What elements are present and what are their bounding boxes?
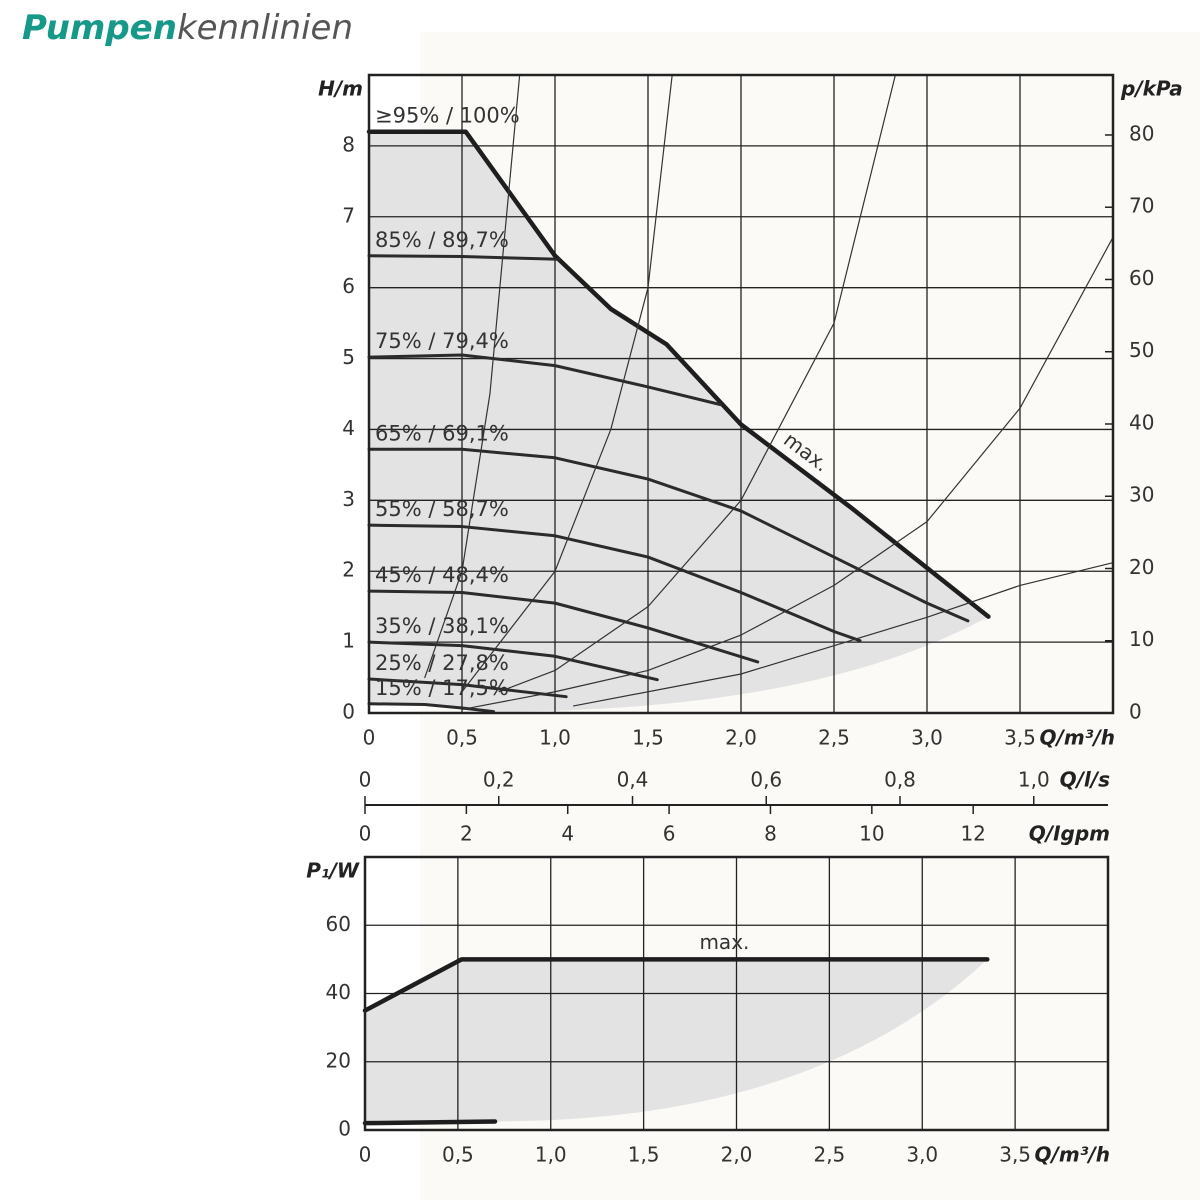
y2-tick-label: 30: [1129, 483, 1154, 507]
x-tick-label: 3,0: [911, 726, 943, 750]
curve: [367, 523, 862, 643]
y-tick-label: 8: [342, 132, 355, 156]
curve: [367, 254, 561, 261]
x-tick-label: 0,5: [446, 726, 478, 750]
secondary-tick-label: 2: [460, 822, 473, 846]
y-tick-label: 20: [326, 1048, 351, 1072]
y-axis-label: P₁/W: [306, 859, 360, 883]
y-tick-label: 5: [342, 345, 355, 369]
curve-label: 75% / 79,4%: [375, 329, 509, 353]
curve-label: 45% / 48,4%: [375, 563, 509, 587]
plot-frame: [363, 855, 1110, 1132]
secondary-tick-label: 4: [561, 822, 574, 846]
x-tick-label: 3,0: [906, 1143, 938, 1167]
page-title: Pumpenkennlinien: [22, 8, 353, 48]
y2-tick-label: 10: [1129, 627, 1154, 651]
y2-tick-label: 80: [1129, 121, 1154, 145]
curve: [573, 562, 1114, 707]
y-tick-label: 0: [342, 700, 355, 724]
x-tick-label: 2,0: [725, 726, 757, 750]
y2-tick-label: 0: [1129, 700, 1142, 724]
y-tick-label: 60: [326, 912, 351, 936]
y2-tick-label: 40: [1129, 410, 1154, 434]
curve-label: 55% / 58,7%: [375, 497, 509, 521]
y2-tick-label: 20: [1129, 555, 1154, 579]
y-tick-label: 4: [342, 416, 355, 440]
x-tick-label: 0: [359, 1143, 372, 1167]
secondary-axis-label: Q/l/s: [1060, 768, 1110, 792]
y-axis-label: H/m: [318, 77, 363, 101]
secondary-axis-label: Q/Igpm: [1029, 822, 1110, 846]
x-axis-label: Q/m³/h: [1040, 726, 1115, 750]
curve: [362, 957, 990, 1013]
y-tick-label: 0: [338, 1117, 351, 1141]
x-tick-label: 0,5: [442, 1143, 474, 1167]
x-axis-label: Q/m³/h: [1035, 1143, 1110, 1167]
curve-label: max.: [699, 930, 749, 954]
curve: [498, 74, 896, 693]
secondary-tick-label: 8: [764, 822, 777, 846]
x-tick-label: 1,5: [628, 1143, 660, 1167]
curve-label: 25% / 27,8%: [375, 651, 509, 675]
x-tick-label: 1,5: [632, 726, 664, 750]
secondary-tick-label: 0,6: [750, 768, 782, 792]
secondary-tick-label: 0: [359, 768, 372, 792]
curve-label: 65% / 69,1%: [375, 421, 509, 445]
secondary-tick-label: 0,4: [617, 768, 649, 792]
curve: [367, 702, 496, 714]
secondary-tick-label: 0: [359, 822, 372, 846]
y-tick-label: 40: [326, 980, 351, 1004]
y-tick-label: 1: [342, 629, 355, 653]
curve: [461, 236, 1114, 711]
secondary-tick-label: 0,2: [483, 768, 515, 792]
y-tick-label: 7: [342, 203, 355, 227]
secondary-tick-label: 10: [859, 822, 884, 846]
x-tick-label: 1,0: [539, 726, 571, 750]
secondary-tick-label: 6: [663, 822, 676, 846]
x-tick-label: 2,5: [818, 726, 850, 750]
secondary-tick-label: 12: [960, 822, 985, 846]
curve: [367, 677, 568, 699]
y2-axis-label: p/kPa: [1120, 77, 1183, 101]
curve-label: 35% / 38,1%: [375, 614, 509, 638]
curve: [367, 640, 659, 682]
plot-frame: [367, 73, 1115, 715]
secondary-tick-label: 0,8: [884, 768, 916, 792]
curve: [367, 353, 723, 407]
curve: [367, 589, 760, 664]
curve: [366, 129, 991, 619]
x-tick-label: 0: [363, 726, 376, 750]
title-bold: Pumpen: [22, 8, 177, 48]
y-tick-label: 3: [342, 487, 355, 511]
curve: [424, 74, 521, 679]
x-tick-label: 2,0: [721, 1143, 753, 1167]
x-tick-label: 2,5: [813, 1143, 845, 1167]
curve: [461, 74, 673, 693]
curve: [367, 447, 970, 623]
curve-label: 85% / 89,7%: [375, 228, 509, 252]
y2-tick-label: 70: [1129, 194, 1154, 218]
x-tick-label: 1,0: [535, 1143, 567, 1167]
secondary-tick-label: 1,0: [1018, 768, 1050, 792]
x-tick-label: 3,5: [999, 1143, 1031, 1167]
y-tick-label: 6: [342, 274, 355, 298]
y-tick-label: 2: [342, 558, 355, 582]
curve-label: 15% / 17,5%: [375, 676, 509, 700]
title-rest: kennlinien: [176, 8, 354, 48]
operating-area: [365, 959, 988, 1124]
y2-tick-label: 60: [1129, 266, 1154, 290]
annotation: ≥95% / 100%: [375, 104, 520, 128]
curve: [362, 1119, 498, 1126]
y2-tick-label: 50: [1129, 338, 1154, 362]
x-tick-label: 3,5: [1004, 726, 1036, 750]
